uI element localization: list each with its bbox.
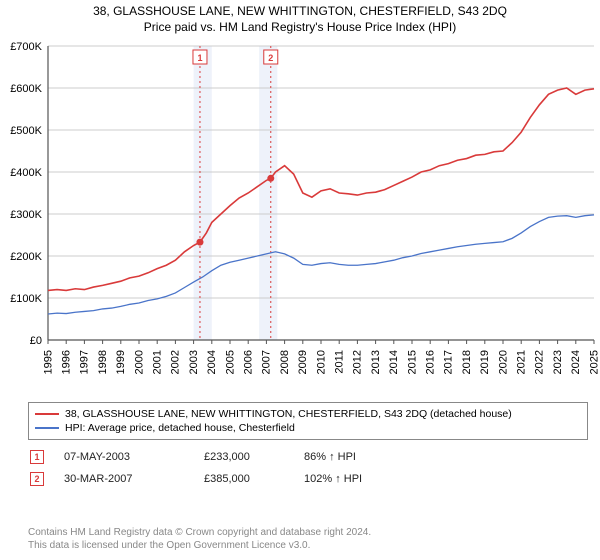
svg-text:2007: 2007 [261,350,273,374]
svg-text:2022: 2022 [534,350,546,374]
legend-swatch [35,427,59,429]
svg-text:2014: 2014 [388,350,400,374]
marker-date: 30-MAR-2007 [64,473,184,485]
svg-text:1997: 1997 [79,350,91,374]
svg-text:2010: 2010 [315,350,327,374]
svg-text:£0: £0 [30,335,42,347]
svg-text:2003: 2003 [188,350,200,374]
marker-hpi: 86% ↑ HPI [304,451,424,463]
legend-label: HPI: Average price, detached house, Ches… [65,422,295,434]
svg-text:2: 2 [268,53,273,63]
svg-text:2025: 2025 [588,350,600,374]
chart-title: 38, GLASSHOUSE LANE, NEW WHITTINGTON, CH… [0,0,600,18]
marker-row: 2 30-MAR-2007 £385,000 102% ↑ HPI [28,468,588,490]
legend-item: 38, GLASSHOUSE LANE, NEW WHITTINGTON, CH… [35,407,581,421]
footer-line: This data is licensed under the Open Gov… [28,539,371,552]
svg-text:£400K: £400K [10,167,42,179]
chart-svg: £0 £100K £200K £300K £400K £500K £600K £700K 199… [0,40,600,400]
footer-line: Contains HM Land Registry data © Crown c… [28,526,371,539]
marker-badge: 2 [30,472,44,486]
svg-text:2001: 2001 [151,350,163,374]
marker-row: 1 07-MAY-2003 £233,000 86% ↑ HPI [28,446,588,468]
chart-container: 38, GLASSHOUSE LANE, NEW WHITTINGTON, CH… [0,0,600,560]
svg-text:2019: 2019 [479,350,491,374]
svg-text:£200K: £200K [10,251,42,263]
svg-text:2024: 2024 [570,350,582,374]
svg-text:2006: 2006 [242,350,254,374]
svg-text:1: 1 [197,53,202,63]
legend-label: 38, GLASSHOUSE LANE, NEW WHITTINGTON, CH… [65,408,512,420]
svg-text:£100K: £100K [10,293,42,305]
svg-text:2000: 2000 [133,350,145,374]
svg-text:2005: 2005 [224,350,236,374]
svg-text:1999: 1999 [115,350,127,374]
svg-text:1995: 1995 [42,350,54,374]
legend-swatch [35,413,59,415]
svg-text:£300K: £300K [10,209,42,221]
legend-item: HPI: Average price, detached house, Ches… [35,421,581,435]
svg-text:£500K: £500K [10,125,42,137]
svg-text:2008: 2008 [279,350,291,374]
chart-area: £0 £100K £200K £300K £400K £500K £600K £700K 199… [0,40,600,400]
svg-text:2012: 2012 [352,350,364,374]
svg-text:2023: 2023 [552,350,564,374]
svg-text:1998: 1998 [97,350,109,374]
svg-text:£700K: £700K [10,41,42,53]
svg-text:1996: 1996 [60,350,72,374]
svg-text:2013: 2013 [370,350,382,374]
svg-text:2021: 2021 [516,350,528,374]
svg-text:2015: 2015 [406,350,418,374]
footer-attribution: Contains HM Land Registry data © Crown c… [28,526,371,552]
svg-text:2004: 2004 [206,350,218,374]
svg-text:2011: 2011 [334,350,346,374]
legend-box: 38, GLASSHOUSE LANE, NEW WHITTINGTON, CH… [28,402,588,440]
chart-subtitle: Price paid vs. HM Land Registry's House … [0,18,600,38]
marker-date: 07-MAY-2003 [64,451,184,463]
svg-text:2009: 2009 [297,350,309,374]
svg-text:2020: 2020 [497,350,509,374]
marker-price: £233,000 [204,451,284,463]
marker-table: 1 07-MAY-2003 £233,000 86% ↑ HPI 2 30-MA… [28,446,588,490]
svg-text:2017: 2017 [443,350,455,374]
svg-text:2018: 2018 [461,350,473,374]
svg-text:2016: 2016 [425,350,437,374]
marker-badge: 1 [30,450,44,464]
svg-text:2002: 2002 [170,350,182,374]
svg-text:£600K: £600K [10,83,42,95]
marker-hpi: 102% ↑ HPI [304,473,424,485]
marker-price: £385,000 [204,473,284,485]
